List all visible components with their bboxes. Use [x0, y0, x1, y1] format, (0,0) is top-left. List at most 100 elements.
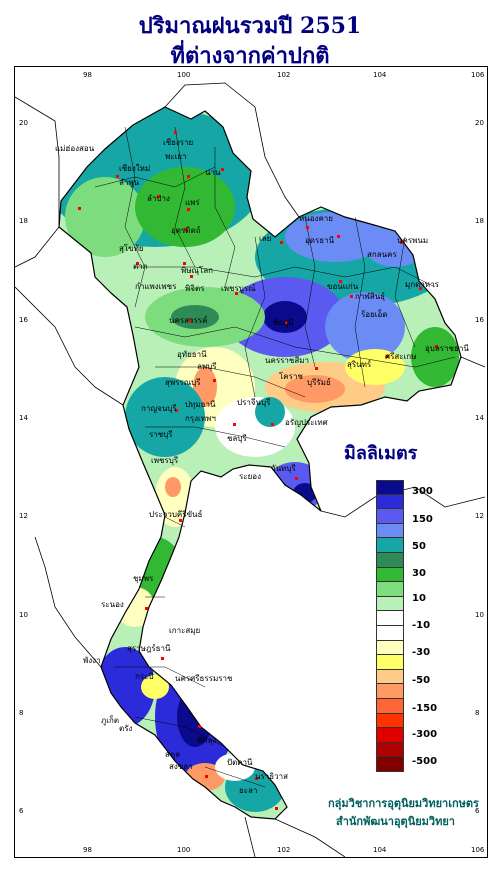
province-label: หนองคาย: [299, 214, 333, 223]
province-label: ปทุมธานี: [185, 400, 216, 409]
y-axis-left: 20 18 16 14 12 10 8 6: [19, 119, 28, 815]
province-label: เกาะสมุย: [169, 626, 200, 635]
legend-title: มิลลิเมตร: [344, 443, 418, 464]
province-label: จันทบุรี: [271, 464, 297, 473]
province-label: นครพนม: [397, 236, 428, 245]
x-axis-bottom: 98 100 102 104 106: [83, 846, 485, 854]
x-tick-bottom: 100: [177, 846, 190, 854]
province-label: สุราษฎร์ธานี: [127, 643, 171, 653]
province-label: ปัตตานี: [227, 758, 253, 767]
legend-swatch: [376, 552, 404, 568]
legend-label: 50: [412, 541, 426, 552]
legend-swatch: [376, 611, 404, 626]
legend-label: -500: [412, 756, 438, 767]
map-frame: 98 100 102 104 106 98 100 102 104 106 20…: [14, 66, 488, 858]
y-tick-left: 10: [19, 611, 28, 619]
province-label: นครราชสีมา: [265, 356, 309, 365]
x-tick-bottom: 106: [471, 846, 485, 854]
province-label: เพชรบุรี: [151, 456, 179, 465]
y-tick-right: 16: [475, 316, 484, 324]
province-label: สกลนคร: [367, 250, 397, 259]
province-label: พิษณุโลก: [181, 265, 213, 275]
province-label: สงขลา: [169, 762, 193, 771]
legend-swatch: [376, 480, 404, 495]
province-label: กำแพงเพชร: [135, 282, 177, 291]
province-label: ภูเก็ต: [101, 715, 119, 726]
province-label: ประจวบคีรีขันธ์: [149, 509, 203, 519]
province-label: มุกดาหาร: [405, 280, 440, 289]
province-label: ปราจีนบุรี: [237, 398, 271, 407]
y-axis-right: 20 18 16 14 12 10 8 6: [475, 119, 484, 815]
y-tick-right: 6: [475, 807, 480, 815]
province-label: ระยอง: [239, 472, 261, 481]
x-tick-top: 100: [177, 71, 190, 79]
province-label: ร้อยเอ็ด: [361, 309, 388, 319]
map-title: ปริมาณฝนรวมปี 2551: [138, 13, 362, 39]
province-label: พัทลุง: [197, 736, 216, 745]
province-label: ตรัง: [119, 724, 132, 733]
legend-label: -50: [412, 675, 431, 686]
legend-swatch: [376, 698, 404, 714]
province-label: นราธิวาส: [255, 772, 288, 781]
x-tick-bottom: 102: [277, 846, 290, 854]
province-label: อุบลราชธานี: [425, 344, 469, 353]
province-label: เพชรบูรณ์: [221, 283, 256, 294]
y-tick-right: 12: [475, 512, 484, 520]
legend-swatch: [376, 684, 404, 699]
province-label: นครสวรรค์: [169, 315, 207, 325]
y-tick-right: 10: [475, 611, 484, 619]
province-labels: เชียงราย แม่ฮ่องสอน เชียงใหม่ พะเยา ลำพู…: [55, 138, 469, 795]
legend-swatch: [376, 669, 404, 685]
legend-swatch: [376, 640, 404, 656]
y-tick-right: 8: [475, 709, 479, 717]
y-tick-left: 16: [19, 316, 28, 324]
x-tick-top: 98: [83, 71, 92, 79]
legend-swatch: [376, 567, 404, 583]
x-tick-top: 106: [471, 71, 485, 79]
province-label: ระนอง: [101, 600, 124, 609]
y-tick-left: 14: [19, 414, 28, 422]
province-label: นครศรีธรรมราช: [175, 674, 233, 683]
legend-label: 300: [412, 486, 433, 497]
province-label: ราชบุรี: [149, 430, 173, 439]
province-label: สุรินทร์: [347, 359, 372, 369]
legend-label: 30: [412, 568, 426, 579]
x-tick-bottom: 104: [373, 846, 387, 854]
province-label: อรัญประเทศ: [285, 418, 328, 427]
legend-swatch: [376, 582, 404, 597]
legend-label: 150: [412, 514, 433, 525]
province-label: สตูล: [165, 750, 180, 760]
province-label: ยะลา: [239, 786, 257, 795]
province-label: กาฬสินธุ์: [355, 291, 385, 301]
province-label: ลพบุรี: [197, 362, 217, 371]
province-label: พะเยา: [165, 152, 186, 161]
province-label: กรุงเทพฯ: [185, 414, 216, 423]
legend-swatch: [376, 757, 404, 772]
province-label: ชัยภูมิ: [273, 318, 294, 328]
province-label: ชลบุรี: [227, 434, 247, 443]
y-tick-right: 14: [475, 414, 484, 422]
province-label: อุทัยธานี: [177, 350, 207, 359]
legend-label: 10: [412, 593, 426, 604]
province-label: โคราช: [279, 371, 303, 381]
province-label: อุตรดิตถ์: [171, 225, 201, 235]
province-label: เลย: [259, 234, 271, 243]
legend-swatch: [376, 713, 404, 729]
legend-label: -30: [412, 647, 431, 658]
x-tick-top: 102: [277, 71, 290, 79]
y-tick-left: 20: [19, 119, 28, 127]
province-label: น่าน: [205, 168, 221, 177]
legend-swatch: [376, 655, 404, 670]
province-label: ศรีสะเกษ: [385, 352, 416, 361]
legend-swatch: [376, 494, 404, 510]
province-label: ลำปาง: [147, 194, 170, 203]
y-tick-left: 12: [19, 512, 28, 520]
province-label: พิจิตร: [185, 284, 205, 293]
province-label: ตาก: [133, 262, 148, 271]
y-tick-right: 18: [475, 217, 484, 225]
y-tick-left: 6: [19, 807, 24, 815]
station-markers: [78, 131, 438, 810]
x-tick-top: 104: [373, 71, 387, 79]
province-label: ขอนแก่น: [327, 282, 359, 291]
province-label: กระบี่: [135, 670, 154, 681]
